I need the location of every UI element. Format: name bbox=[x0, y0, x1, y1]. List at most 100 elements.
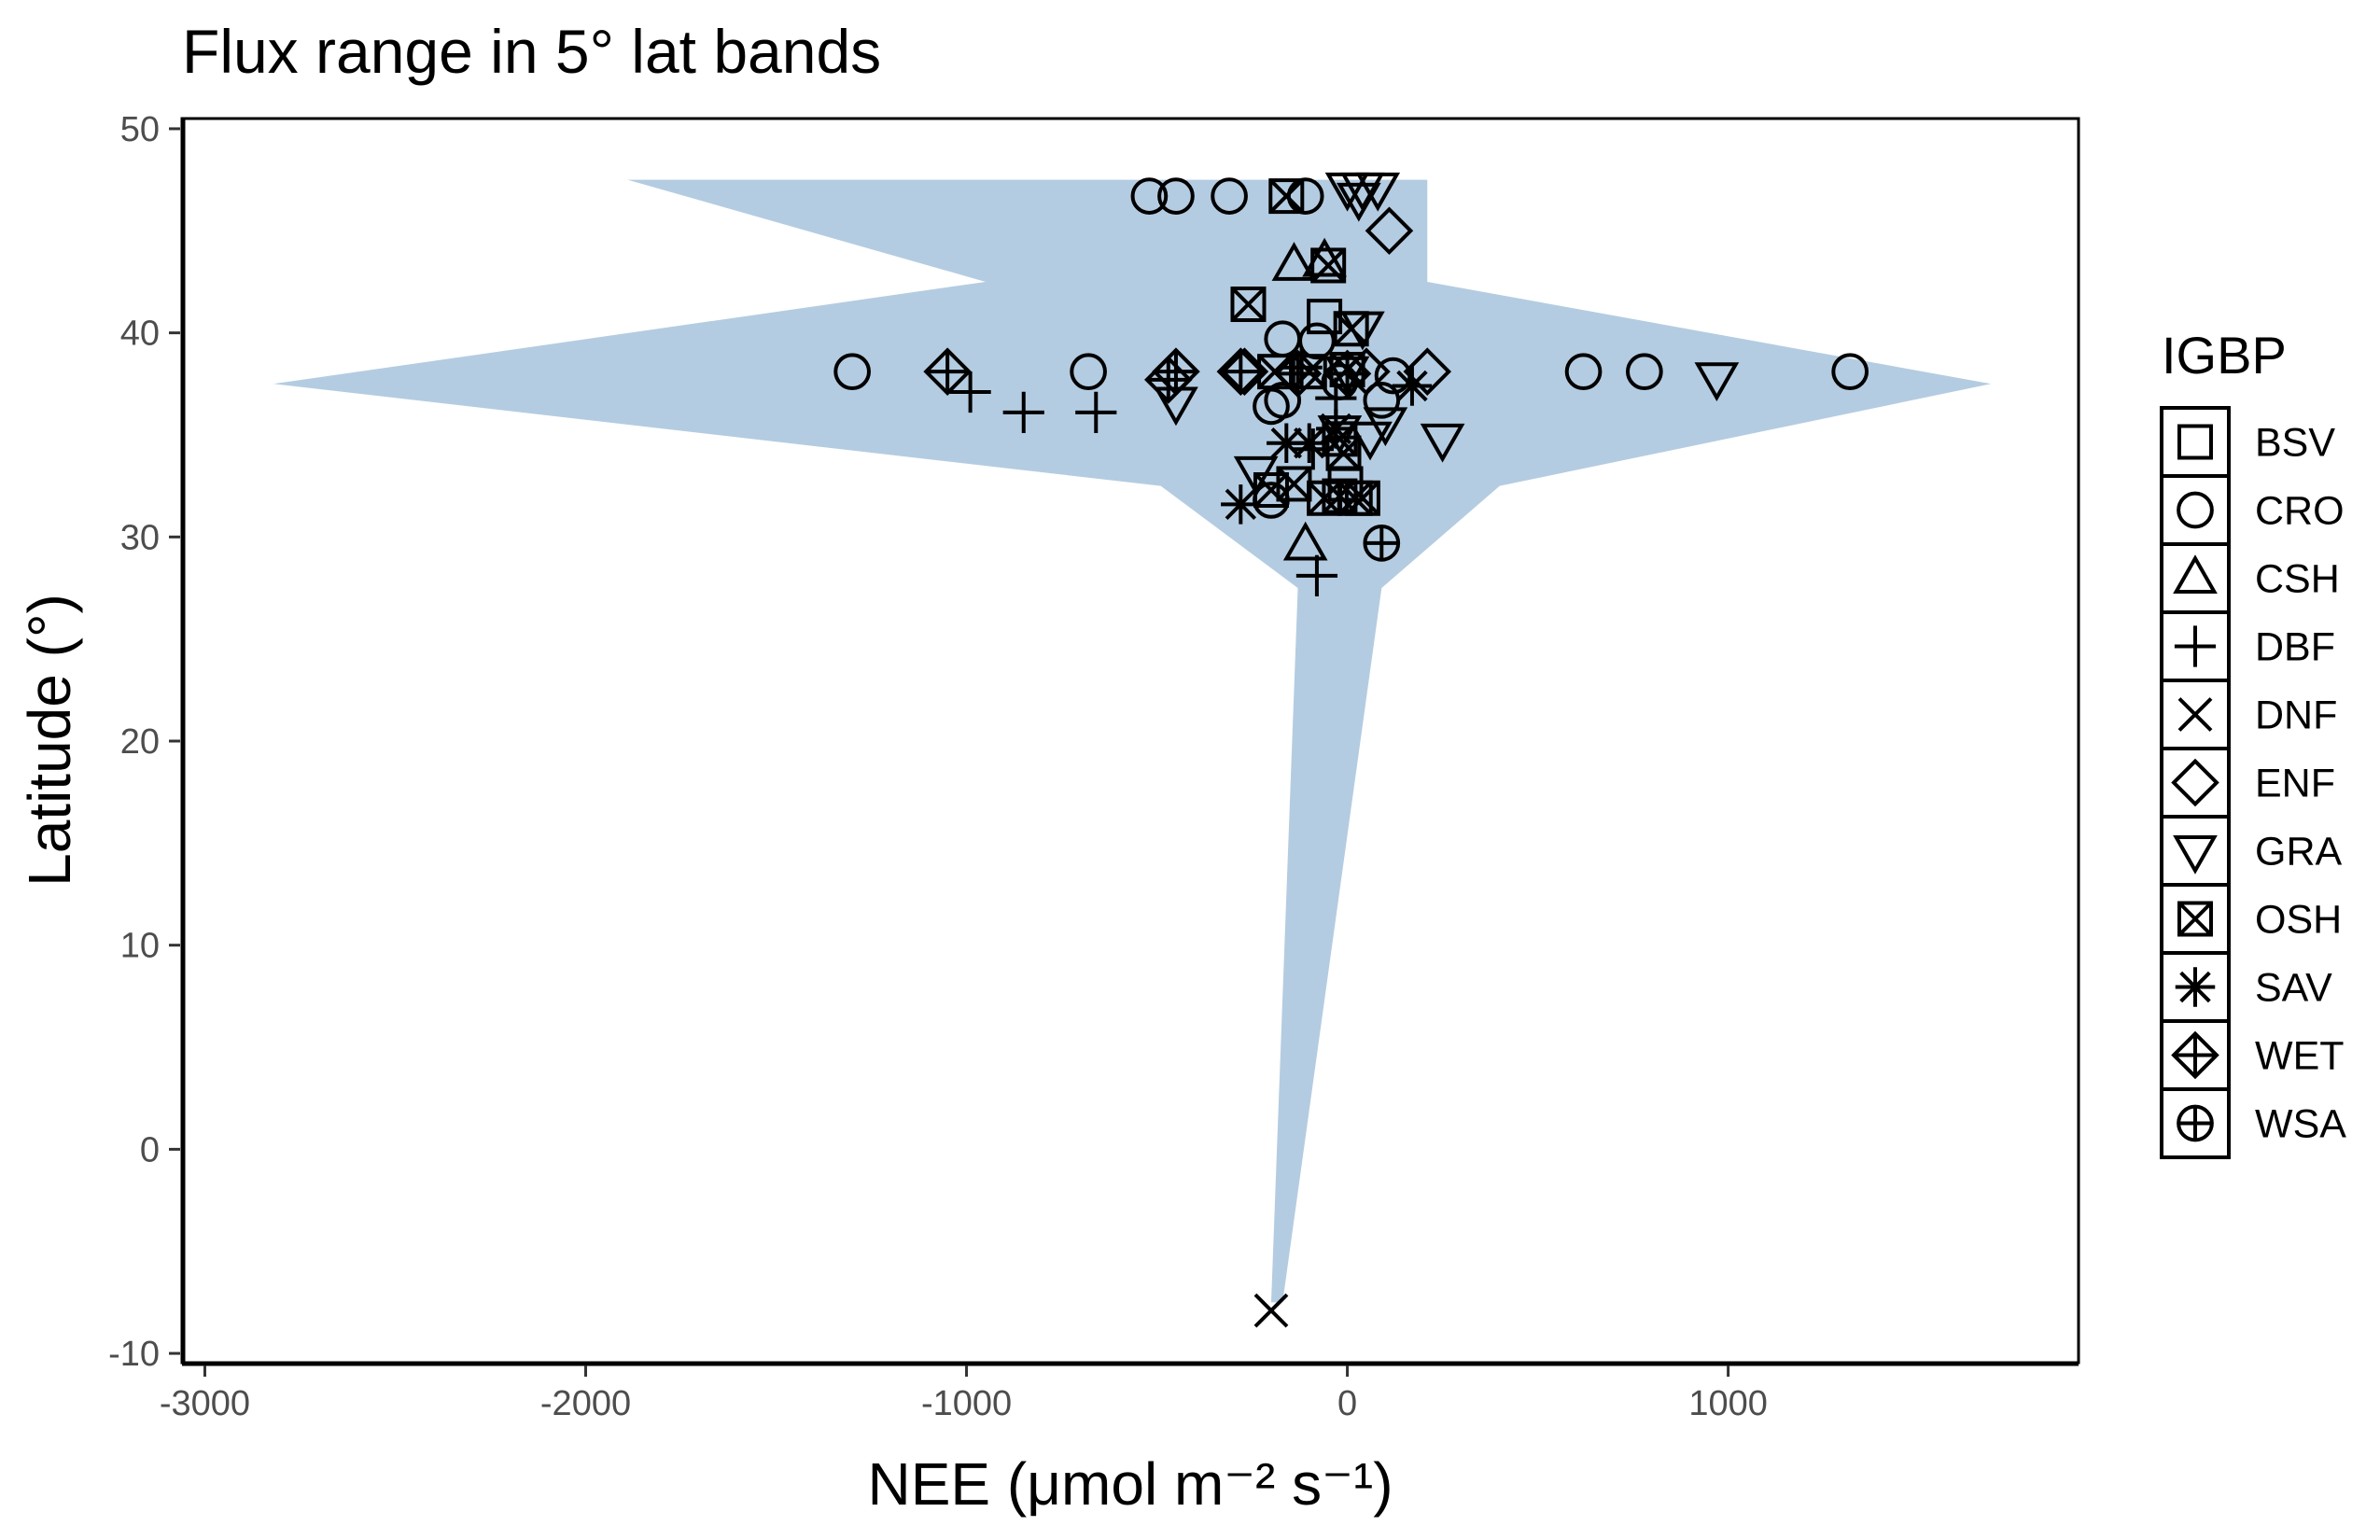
legend-label: GRA bbox=[2255, 830, 2343, 875]
legend-label: SAV bbox=[2255, 966, 2332, 1011]
x-tick-label: -1000 bbox=[921, 1384, 1012, 1423]
data-point-cro bbox=[1070, 353, 1107, 391]
legend-label: CRO bbox=[2255, 489, 2345, 534]
legend-symbol bbox=[2177, 424, 2213, 460]
legend-symbol bbox=[2171, 1030, 2219, 1080]
data-point-gra bbox=[1363, 407, 1408, 447]
legend-entry-enf: ENF bbox=[2160, 747, 2335, 819]
data-point-osh bbox=[1253, 472, 1289, 509]
x-tick-label: 0 bbox=[1337, 1384, 1357, 1423]
legend-entry-osh: OSH bbox=[2160, 883, 2342, 955]
range-band-layer bbox=[273, 179, 1992, 1303]
data-point-wet bbox=[1152, 347, 1200, 396]
data-point-dbf bbox=[949, 371, 991, 413]
legend-symbol bbox=[2174, 625, 2217, 667]
series-wet bbox=[923, 347, 1372, 404]
y-tick-label: -10 bbox=[108, 1335, 160, 1374]
data-point-wet bbox=[1273, 349, 1323, 399]
data-point-sav bbox=[1289, 423, 1330, 463]
legend-entry-wet: WET bbox=[2160, 1019, 2345, 1091]
flux-range-band bbox=[273, 179, 1992, 1303]
legend-label: WSA bbox=[2255, 1102, 2346, 1147]
data-point-osh bbox=[1268, 178, 1305, 215]
legend-key bbox=[2160, 951, 2231, 1023]
data-point-osh bbox=[1310, 247, 1347, 284]
legend-entry-dnf: DNF bbox=[2160, 679, 2337, 750]
data-point-wet bbox=[1216, 347, 1266, 396]
legend: IGBP BSV CRO CSH DBF DNF ENF GRA OSH SAV WET WSA bbox=[2160, 326, 2346, 1159]
data-point-sav bbox=[1221, 484, 1261, 525]
data-point-osh bbox=[1230, 287, 1267, 323]
x-tick-label: 1000 bbox=[1688, 1384, 1768, 1423]
data-point-cro bbox=[1157, 177, 1195, 215]
data-point-cro bbox=[1564, 353, 1603, 391]
data-point-enf bbox=[1365, 206, 1414, 256]
legend-key bbox=[2160, 406, 2231, 478]
legend-symbol bbox=[2177, 697, 2213, 732]
x-axis-ticks: -3000 -2000 -1000 0 1000 bbox=[160, 1365, 1768, 1423]
y-tick-label: 10 bbox=[120, 927, 160, 966]
data-point-osh bbox=[1307, 480, 1343, 516]
data-point-cro bbox=[1264, 381, 1302, 419]
points-layer bbox=[833, 172, 1869, 1328]
data-point-sav bbox=[1392, 366, 1433, 406]
data-point-cro bbox=[833, 353, 871, 391]
data-point-csh bbox=[1282, 521, 1328, 561]
data-point-wet bbox=[923, 347, 972, 396]
legend-label: WET bbox=[2255, 1034, 2345, 1079]
data-point-csh bbox=[1271, 242, 1317, 281]
legend-entry-cro: CRO bbox=[2160, 474, 2345, 546]
y-axis-ticks: -10 0 10 20 30 40 50 bbox=[108, 110, 180, 1374]
series-dnf bbox=[1253, 1293, 1289, 1328]
data-point-osh bbox=[1344, 480, 1380, 516]
y-tick-label: 50 bbox=[120, 110, 160, 149]
data-point-wet bbox=[1323, 349, 1372, 399]
legend-label: BSV bbox=[2255, 421, 2335, 466]
legend-symbol bbox=[2177, 901, 2213, 937]
legend-entry-wsa: WSA bbox=[2160, 1087, 2346, 1159]
legend-key bbox=[2160, 542, 2231, 614]
x-tick-label: -2000 bbox=[540, 1384, 631, 1423]
legend-entries: BSV CRO CSH DBF DNF ENF GRA OSH SAV WET WSA bbox=[2160, 406, 2346, 1159]
legend-label: DBF bbox=[2255, 625, 2335, 670]
legend-symbol bbox=[2177, 491, 2214, 529]
y-axis-title: Latitude (°) bbox=[16, 594, 83, 887]
data-point-enf bbox=[1403, 347, 1452, 396]
data-point-gra bbox=[1420, 423, 1465, 463]
y-tick-label: 0 bbox=[140, 1130, 160, 1169]
x-axis-title: NEE (μmol m⁻² s⁻¹) bbox=[867, 1450, 1393, 1518]
chart-title: Flux range in 5° lat bands bbox=[182, 17, 881, 86]
legend-entry-csh: CSH bbox=[2160, 542, 2340, 614]
legend-symbol bbox=[2175, 967, 2216, 1007]
legend-key bbox=[2160, 474, 2231, 546]
y-tick-label: 30 bbox=[120, 518, 160, 557]
legend-key bbox=[2160, 815, 2231, 887]
legend-entry-dbf: DBF bbox=[2160, 610, 2335, 682]
data-point-gra bbox=[1336, 182, 1381, 222]
legend-entry-sav: SAV bbox=[2160, 951, 2332, 1023]
data-point-wsa bbox=[1363, 525, 1401, 562]
series-wsa bbox=[1363, 525, 1401, 562]
y-tick-label: 20 bbox=[120, 722, 160, 762]
series-sav bbox=[1221, 366, 1433, 525]
data-point-cro bbox=[1831, 353, 1869, 391]
legend-entry-bsv: BSV bbox=[2160, 406, 2335, 478]
data-point-cro bbox=[1625, 353, 1663, 391]
data-point-cro bbox=[1130, 177, 1169, 215]
legend-label: CSH bbox=[2255, 557, 2340, 602]
data-point-dnf bbox=[1253, 1293, 1289, 1328]
legend-label: OSH bbox=[2255, 898, 2342, 943]
legend-symbol bbox=[2173, 554, 2218, 594]
data-point-cro bbox=[1211, 177, 1248, 215]
legend-symbol bbox=[2171, 758, 2219, 807]
data-point-dbf bbox=[1075, 391, 1117, 434]
plot-panel bbox=[180, 117, 2080, 1366]
legend-symbol bbox=[2177, 1104, 2214, 1142]
y-tick-label: 40 bbox=[120, 315, 160, 354]
legend-title: IGBP bbox=[2162, 326, 2287, 385]
legend-label: ENF bbox=[2255, 762, 2335, 806]
data-point-osh bbox=[1333, 311, 1369, 347]
legend-symbol bbox=[2173, 835, 2218, 875]
data-point-gra bbox=[1355, 172, 1401, 212]
legend-label: DNF bbox=[2255, 693, 2337, 738]
